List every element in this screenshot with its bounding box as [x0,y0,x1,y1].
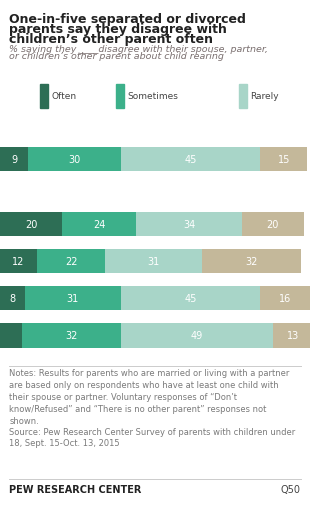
Bar [0,212,62,236]
Text: 8: 8 [9,293,16,304]
Bar [242,212,304,236]
Text: 13: 13 [287,331,299,341]
Bar [121,147,260,172]
Text: 31: 31 [147,257,160,267]
Bar [105,249,202,274]
Bar [37,249,105,274]
Text: parents say they disagree with: parents say they disagree with [9,23,227,36]
Text: Rarely: Rarely [250,92,279,102]
Text: 12: 12 [12,257,25,267]
Bar [0,286,25,311]
Bar [202,249,301,274]
Bar [121,324,273,348]
Bar [116,85,124,109]
Text: % saying they ____disagree with their spouse, partner,: % saying they ____disagree with their sp… [9,44,268,54]
Text: children’s other parent often: children’s other parent often [9,33,213,46]
Text: 32: 32 [65,331,78,341]
Bar [62,212,136,236]
Bar [260,147,307,172]
Text: 20: 20 [267,219,279,229]
Text: Often: Often [51,92,76,102]
Text: 49: 49 [191,331,203,341]
Bar [25,286,121,311]
Bar [0,249,37,274]
Text: 45: 45 [184,293,197,304]
Text: 9: 9 [11,155,17,165]
Text: 30: 30 [68,155,81,165]
Text: 20: 20 [25,219,37,229]
Text: or children’s other parent about child rearing: or children’s other parent about child r… [9,52,224,61]
Text: Notes: Results for parents who are married or living with a partner
are based on: Notes: Results for parents who are marri… [9,369,290,425]
Bar [0,324,22,348]
Bar [28,147,121,172]
Text: 34: 34 [183,219,195,229]
Text: Source: Pew Research Center Survey of parents with children under
18, Sept. 15-O: Source: Pew Research Center Survey of pa… [9,427,295,447]
Bar [260,286,310,311]
Bar [273,324,310,348]
Text: 24: 24 [93,219,105,229]
Text: 32: 32 [245,257,257,267]
Text: 16: 16 [279,293,291,304]
Text: PEW RESEARCH CENTER: PEW RESEARCH CENTER [9,484,142,494]
Text: 15: 15 [277,155,290,165]
Bar [121,286,260,311]
Text: Sometimes: Sometimes [127,92,178,102]
Text: 22: 22 [65,257,78,267]
Text: 45: 45 [184,155,197,165]
Text: One-in-five separated or divorced: One-in-five separated or divorced [9,13,246,26]
Text: Q50: Q50 [281,484,301,494]
Bar [239,85,247,109]
Bar [40,85,48,109]
Bar [0,147,28,172]
Bar [22,324,121,348]
Bar [136,212,242,236]
Text: 31: 31 [67,293,79,304]
